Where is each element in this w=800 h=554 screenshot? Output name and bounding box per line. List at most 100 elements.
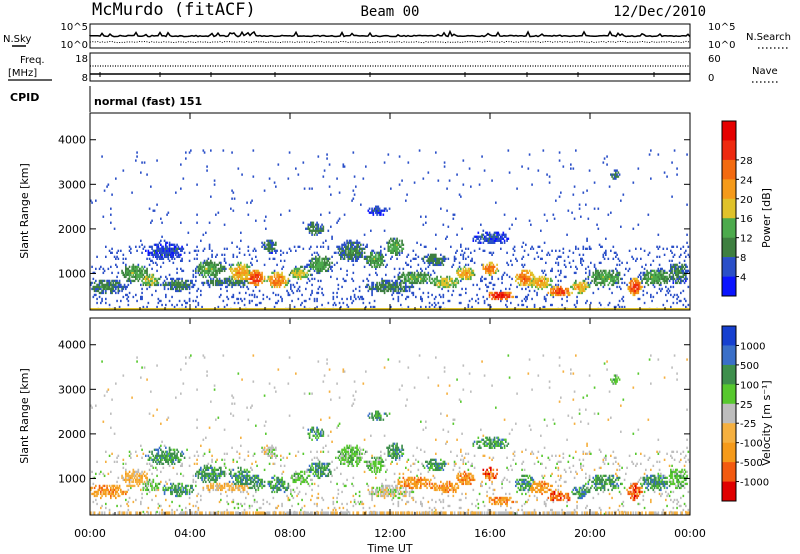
power-cell	[532, 279, 535, 283]
power-cell	[606, 273, 608, 277]
power-cell	[477, 301, 480, 305]
power-cell	[207, 263, 210, 267]
power-cell	[427, 171, 430, 174]
power-cell	[670, 267, 672, 271]
power-cell	[326, 157, 328, 160]
power-cell	[127, 279, 130, 283]
power-cell	[482, 295, 485, 299]
power-cell	[343, 165, 346, 168]
power-cell	[378, 209, 381, 212]
power-cell	[353, 175, 356, 178]
power-cell	[376, 283, 378, 287]
power-cell	[438, 263, 441, 267]
power-cell	[161, 257, 163, 261]
power-cell	[607, 303, 610, 307]
power-cell	[352, 151, 355, 154]
power-cell	[317, 287, 320, 291]
power-cell	[617, 271, 620, 275]
power-cell	[486, 297, 488, 301]
power-cell	[380, 245, 382, 248]
power-cell	[480, 277, 482, 281]
power-cell	[368, 273, 371, 277]
power-cell	[407, 275, 410, 279]
power-cell	[395, 245, 397, 248]
power-cell	[596, 275, 598, 279]
velocity-cell	[116, 484, 118, 488]
velocity-cell	[128, 454, 131, 457]
power-cell	[603, 279, 606, 283]
power-cell	[270, 283, 272, 287]
power-cell	[540, 229, 542, 232]
power-cell	[108, 303, 111, 307]
power-cell	[447, 225, 450, 228]
power-cell	[308, 259, 311, 263]
power-cell	[320, 231, 322, 234]
power-cell	[435, 277, 437, 281]
velocity-cell	[202, 468, 205, 472]
power-cell	[322, 293, 325, 297]
power-cell	[662, 273, 665, 277]
velocity-cell	[127, 472, 130, 476]
power-cell	[365, 165, 367, 168]
power-cell	[171, 243, 173, 246]
power-cell	[588, 269, 591, 273]
power-cell	[376, 213, 378, 216]
velocity-cell	[143, 480, 146, 484]
power-cell	[190, 281, 192, 285]
power-cell	[656, 291, 658, 295]
power-cell	[658, 287, 661, 291]
power-cell	[112, 287, 115, 291]
power-cell	[133, 269, 136, 273]
power-cell	[630, 289, 632, 293]
power-cell	[650, 273, 652, 277]
power-cell	[293, 269, 296, 273]
power-cell	[601, 245, 603, 248]
power-cell	[501, 237, 503, 240]
velocity-cell	[215, 488, 217, 492]
power-cell	[372, 213, 375, 216]
power-cell	[371, 285, 373, 289]
power-cell	[538, 283, 541, 287]
power-cell	[317, 223, 320, 226]
station-title: McMurdo (fitACF)	[92, 0, 256, 20]
power-cell	[655, 277, 657, 281]
power-cell	[408, 277, 411, 281]
power-cell	[545, 283, 547, 287]
power-cell	[505, 233, 507, 236]
power-cell	[633, 283, 636, 287]
power-cell	[272, 247, 275, 250]
power-cell	[650, 177, 652, 180]
power-cell	[415, 295, 417, 299]
power-cell	[347, 249, 350, 252]
velocity-cell	[212, 470, 215, 474]
velocity-cell	[160, 456, 162, 459]
power-cell	[130, 269, 132, 273]
velocity-cell	[153, 448, 156, 451]
velocity-cell	[163, 490, 166, 494]
power-cell	[586, 239, 588, 242]
power-cell	[226, 281, 228, 285]
power-cell	[185, 151, 187, 154]
power-cell	[177, 279, 180, 283]
power-cell	[278, 279, 281, 283]
power-cell	[557, 269, 560, 273]
power-cell	[227, 279, 230, 283]
power-cell	[271, 285, 273, 289]
power-cell	[678, 275, 681, 279]
power-cell	[528, 277, 531, 281]
power-cell	[598, 273, 601, 277]
power-cell	[417, 279, 420, 283]
power-cell	[343, 249, 346, 252]
power-cell	[488, 237, 491, 240]
power-cell	[678, 255, 681, 259]
velocity-cell	[141, 492, 143, 496]
velocity-cell	[215, 480, 217, 484]
power-cell	[152, 249, 155, 252]
power-cell	[660, 281, 662, 285]
power-cell	[330, 275, 332, 279]
power-cell	[418, 273, 421, 277]
power-cell	[550, 293, 552, 297]
power-cell	[428, 277, 431, 281]
power-cell	[127, 267, 130, 271]
power-cell	[123, 285, 126, 289]
